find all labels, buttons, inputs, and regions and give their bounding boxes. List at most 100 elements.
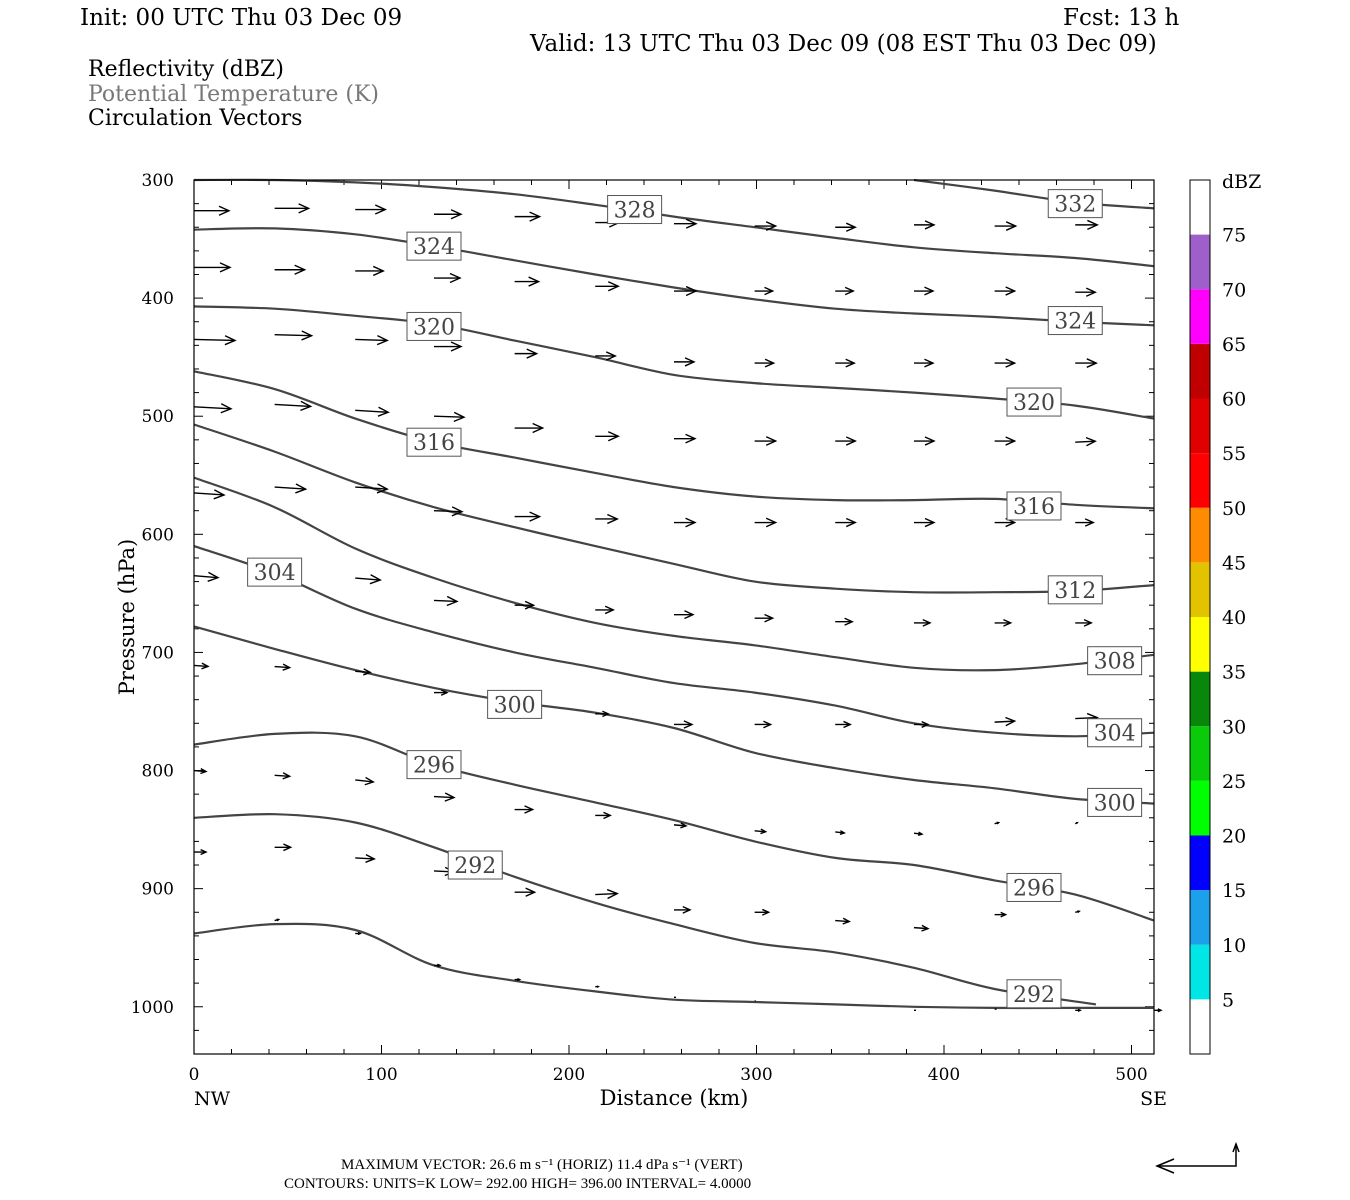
vector-head	[1085, 287, 1097, 297]
circulation-vector	[274, 483, 308, 494]
vector-shaft	[835, 919, 850, 923]
contour-label-text: 300	[494, 693, 536, 718]
contour-label-text: 316	[1013, 495, 1055, 520]
vector-head	[845, 358, 856, 368]
contour-label: 300	[487, 689, 543, 719]
circulation-vector	[835, 617, 854, 626]
vector-head	[684, 610, 695, 620]
colorbar-segment	[1190, 671, 1210, 727]
vector-shaft	[274, 665, 290, 669]
circulation-vector	[914, 619, 932, 627]
circulation-vector	[274, 264, 307, 275]
contour-label-box	[406, 231, 462, 261]
vector-head	[526, 348, 539, 359]
contour-label: 316	[406, 427, 462, 457]
vector-head	[763, 720, 773, 729]
vector-head	[1005, 716, 1017, 727]
reference-vector-icon	[1155, 1141, 1240, 1174]
vector-head	[200, 768, 208, 775]
circulation-vector	[355, 776, 375, 786]
vector-head	[1085, 436, 1097, 447]
circulation-vector	[595, 351, 617, 361]
vector-head	[219, 262, 232, 273]
circulation-vector	[355, 668, 372, 676]
contour-label-box	[447, 850, 503, 880]
circulation-vector	[914, 358, 935, 368]
vector-head	[1077, 910, 1081, 914]
vector-head	[532, 422, 545, 434]
theta-contour-300	[193, 625, 1155, 805]
circulation-vector	[835, 222, 857, 232]
axis-ticks	[193, 179, 1154, 1055]
colorbar-segment	[1190, 944, 1210, 1000]
vector-head	[446, 595, 459, 607]
vector-shaft	[994, 720, 1015, 723]
circulation-vector	[674, 906, 692, 914]
circulation-vector	[835, 358, 856, 368]
circulation-vector	[835, 436, 857, 446]
circulation-vector	[434, 341, 463, 352]
vector-head	[220, 403, 233, 414]
circulation-vector	[754, 613, 775, 623]
colorbar-label: 15	[1222, 880, 1246, 902]
circulation-vector	[514, 887, 537, 897]
vector-shaft	[274, 486, 306, 490]
vector-head	[1005, 436, 1017, 446]
y-tick-label: 900	[142, 880, 174, 900]
contour-label-box	[1006, 387, 1062, 417]
vector-head	[376, 335, 389, 346]
x-tick-label: 0	[189, 1065, 200, 1085]
circulation-vector	[595, 888, 619, 900]
theta-contours	[193, 178, 1155, 1010]
vector-head	[606, 888, 619, 900]
contour-label: 332	[1047, 189, 1103, 219]
vector-head	[1005, 286, 1017, 296]
colorbar-segment	[1190, 343, 1210, 399]
x-axis-title: Distance (km)	[600, 1086, 749, 1110]
vector-head	[845, 436, 857, 446]
colorbar-segment	[1190, 289, 1210, 344]
circulation-vector	[433, 411, 466, 423]
vector-head	[357, 931, 362, 936]
vector-head	[764, 613, 775, 623]
theta-contour-320	[193, 305, 1155, 420]
circulation-vector	[914, 436, 936, 446]
colorbar-label: 55	[1222, 443, 1246, 465]
circulation-vector	[355, 483, 389, 494]
vector-head	[762, 908, 771, 916]
contour-label: 320	[406, 311, 462, 341]
contour-labels: 328 332 324 324 320 320 316 316 312 304 308 300 304 2…	[247, 189, 1143, 1009]
vector-shaft	[754, 830, 766, 833]
circulation-vector	[514, 276, 541, 287]
circulation-vector	[274, 663, 292, 671]
contour-label-box	[607, 195, 663, 225]
circulation-vector	[1075, 436, 1097, 447]
forecast-hour: Fcst: 13 h	[1063, 5, 1180, 31]
circulation-vector	[274, 843, 293, 852]
circulation-vector	[274, 400, 313, 411]
colorbar: 5 10 15 20 25 30 35 40 45 50 55 60 65 70 75	[1189, 179, 1246, 1055]
theta-contour-332	[913, 178, 1155, 210]
circulation-vector	[514, 348, 539, 359]
circulation-vector	[595, 605, 615, 615]
circulation-vector	[994, 911, 1008, 918]
contour-label-box	[1087, 646, 1143, 676]
circulation-vector	[674, 433, 697, 444]
circulation-vector	[514, 511, 542, 522]
colorbar-segment	[1190, 453, 1210, 508]
vector-head	[218, 205, 231, 216]
vector-head	[1077, 1008, 1082, 1012]
colorbar-label: 30	[1222, 716, 1246, 738]
circulation-vector	[193, 768, 208, 775]
circulation-vector	[355, 574, 382, 585]
contour-label-text: 300	[1094, 791, 1136, 816]
vector-shaft	[274, 774, 290, 777]
circulation-vector	[754, 358, 776, 368]
vector-head	[921, 721, 930, 728]
contour-label-text: 320	[1013, 391, 1055, 416]
colorbar-segment	[1190, 398, 1210, 454]
circulation-vector	[1075, 287, 1097, 297]
circulation-vector	[1075, 1008, 1082, 1012]
circulation-vector	[1075, 518, 1095, 527]
